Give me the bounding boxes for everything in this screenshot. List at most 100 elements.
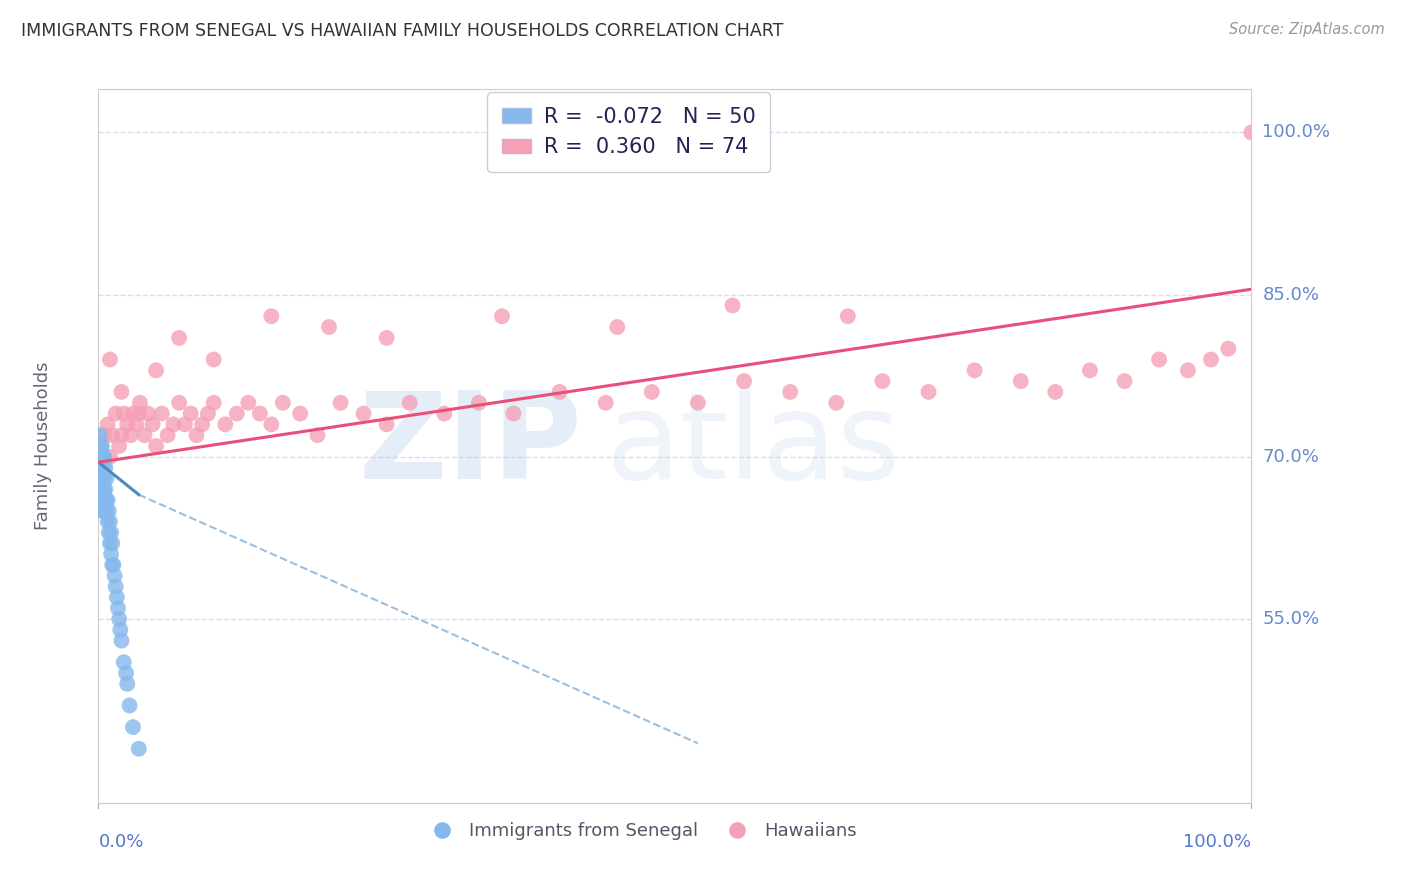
Point: [238, 396, 260, 410]
Point: [91, 460, 114, 475]
Point: [112, 407, 135, 421]
Point: [94, 482, 117, 496]
Point: [1218, 342, 1240, 356]
Point: [375, 417, 398, 432]
Point: [307, 428, 329, 442]
Point: [156, 428, 179, 442]
Point: [89, 471, 111, 485]
Text: Source: ZipAtlas.com: Source: ZipAtlas.com: [1229, 22, 1385, 37]
Point: [174, 417, 197, 432]
Text: IMMIGRANTS FROM SENEGAL VS HAWAIIAN FAMILY HOUSEHOLDS CORRELATION CHART: IMMIGRANTS FROM SENEGAL VS HAWAIIAN FAMI…: [21, 22, 783, 40]
Point: [97, 493, 120, 508]
Point: [96, 504, 118, 518]
Point: [186, 428, 208, 442]
Point: [318, 320, 340, 334]
Point: [96, 493, 118, 508]
Point: [98, 515, 121, 529]
Point: [93, 482, 115, 496]
Point: [1147, 352, 1170, 367]
Point: [963, 363, 986, 377]
Point: [90, 504, 112, 518]
Point: [100, 547, 122, 561]
Point: [90, 493, 112, 508]
Point: [128, 407, 150, 421]
Point: [1010, 374, 1032, 388]
Point: [110, 623, 132, 637]
Point: [150, 407, 173, 421]
Point: [97, 515, 120, 529]
Point: [93, 428, 115, 442]
Point: [167, 396, 190, 410]
Point: [128, 741, 150, 756]
Point: [142, 417, 165, 432]
Point: [180, 407, 202, 421]
Point: [93, 504, 115, 518]
Point: [91, 493, 114, 508]
Point: [1114, 374, 1136, 388]
Text: 100.0%: 100.0%: [1184, 833, 1251, 851]
Point: [260, 310, 283, 324]
Text: 55.0%: 55.0%: [1263, 610, 1320, 628]
Point: [1240, 125, 1263, 139]
Point: [89, 450, 111, 464]
Point: [1045, 384, 1067, 399]
Point: [202, 396, 225, 410]
Point: [90, 450, 112, 464]
Point: [93, 471, 115, 485]
Point: [290, 407, 312, 421]
Point: [167, 331, 190, 345]
Point: [825, 396, 848, 410]
Point: [197, 407, 219, 421]
Point: [110, 633, 132, 648]
Text: 0.0%: 0.0%: [98, 833, 143, 851]
Text: ZIP: ZIP: [359, 387, 582, 505]
Point: [98, 352, 121, 367]
Point: [271, 396, 294, 410]
Point: [118, 698, 141, 713]
Point: [433, 407, 456, 421]
Point: [103, 568, 125, 582]
Point: [107, 601, 129, 615]
Point: [90, 471, 112, 485]
Point: [733, 374, 755, 388]
Point: [191, 417, 214, 432]
Point: [134, 428, 156, 442]
Point: [872, 374, 894, 388]
Point: [136, 407, 159, 421]
Point: [104, 580, 127, 594]
Point: [90, 439, 112, 453]
Point: [1199, 352, 1222, 367]
Legend: Immigrants from Senegal, Hawaiians: Immigrants from Senegal, Hawaiians: [416, 815, 865, 847]
Point: [686, 396, 709, 410]
Point: [249, 407, 271, 421]
Point: [112, 655, 135, 669]
Point: [101, 536, 124, 550]
Point: [145, 439, 167, 453]
Point: [91, 482, 114, 496]
Point: [502, 407, 524, 421]
Point: [110, 384, 132, 399]
Point: [837, 310, 859, 324]
Point: [94, 460, 117, 475]
Point: [101, 558, 124, 572]
Point: [104, 407, 127, 421]
Point: [353, 407, 375, 421]
Point: [120, 428, 142, 442]
Point: [101, 428, 124, 442]
Point: [90, 471, 112, 485]
Point: [375, 331, 398, 345]
Point: [98, 536, 121, 550]
Point: [491, 310, 513, 324]
Point: [1177, 363, 1199, 377]
Text: atlas: atlas: [606, 387, 901, 505]
Point: [100, 525, 122, 540]
Point: [398, 396, 420, 410]
Point: [641, 384, 664, 399]
Point: [108, 612, 131, 626]
Point: [721, 298, 744, 312]
Point: [779, 384, 801, 399]
Text: 85.0%: 85.0%: [1263, 285, 1319, 303]
Point: [115, 666, 138, 681]
Point: [606, 320, 628, 334]
Point: [89, 428, 111, 442]
